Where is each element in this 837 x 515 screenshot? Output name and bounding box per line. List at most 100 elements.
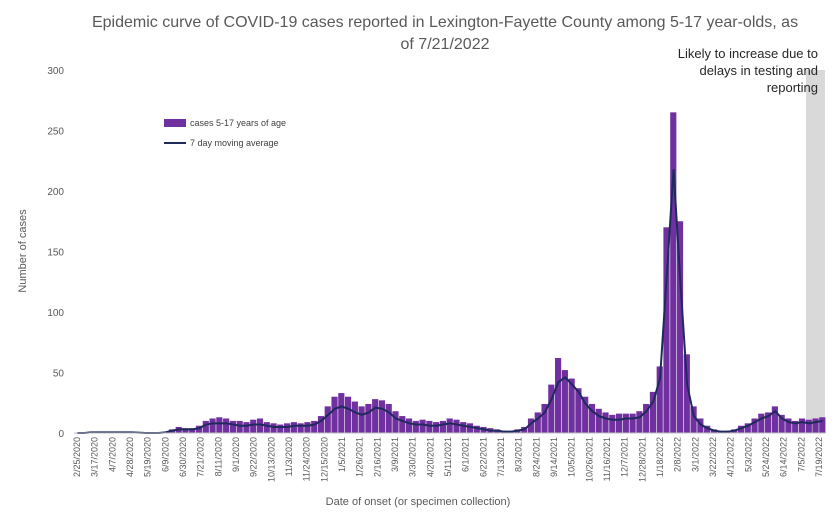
case-bar (622, 413, 629, 433)
case-bar (453, 419, 460, 433)
legend: cases 5-17 years of age 7 day moving ave… (164, 118, 286, 148)
x-tick-label: 11/24/2020 (302, 437, 312, 481)
case-bar (771, 406, 778, 433)
x-axis-title: Date of onset (or specimen collection) (326, 496, 511, 508)
annotation-line-2: delays in testing and (699, 63, 818, 78)
case-bar (812, 418, 819, 433)
case-bar (290, 422, 297, 433)
x-tick-label: 4/12/2022 (726, 437, 736, 477)
y-axis-ticks: 0 50 100 150 200 250 300 (47, 66, 64, 440)
case-bar (656, 366, 663, 433)
moving-average-line (77, 169, 823, 434)
case-bar (263, 422, 270, 433)
x-tick-label: 8/3/2021 (514, 437, 524, 472)
case-bar (412, 420, 419, 433)
case-bar (683, 354, 690, 433)
case-bar (649, 391, 657, 433)
chart-title-line1: Epidemic curve of COVID-19 cases reporte… (92, 14, 798, 31)
case-bar (690, 406, 697, 433)
case-bar (595, 408, 602, 433)
case-bar (419, 419, 426, 433)
case-bar (609, 414, 616, 433)
case-bar (297, 423, 304, 433)
chart-title-line2: of 7/21/2022 (401, 36, 490, 53)
case-bar (670, 112, 677, 433)
case-bar (575, 388, 582, 433)
x-tick-label: 7/21/2020 (196, 437, 206, 477)
x-tick-label: 7/13/2021 (496, 437, 506, 477)
x-tick-label: 5/11/2021 (443, 437, 453, 476)
case-bar (304, 422, 311, 433)
x-tick-label: 6/14/2022 (779, 437, 789, 477)
x-tick-label: 1/5/2021 (337, 437, 347, 472)
case-bar (358, 406, 365, 433)
case-bar (460, 422, 467, 433)
case-bar (582, 396, 589, 433)
x-tick-label: 3/9/2021 (390, 437, 400, 472)
case-bar (615, 413, 623, 433)
case-bar (819, 417, 826, 433)
y-tick-label: 200 (47, 187, 64, 198)
case-bar (439, 420, 447, 433)
x-tick-label: 9/1/2020 (231, 437, 241, 472)
x-tick-label: 4/7/2020 (107, 437, 117, 472)
x-tick-label: 6/9/2020 (160, 437, 170, 472)
y-tick-label: 150 (47, 248, 64, 259)
annotation-line-1: Likely to increase due to (678, 46, 818, 61)
x-tick-label: 5/24/2022 (761, 437, 771, 477)
x-tick-label: 11/3/2020 (284, 437, 294, 476)
case-bar (568, 378, 575, 433)
case-bar (785, 418, 792, 433)
case-bar (643, 403, 650, 433)
case-bar (317, 416, 325, 433)
y-tick-label: 100 (47, 308, 64, 319)
case-bar (602, 412, 609, 433)
case-bar (277, 424, 284, 433)
case-bar (324, 406, 331, 433)
case-bar (351, 401, 358, 433)
case-bar (744, 423, 751, 433)
y-tick-label: 50 (53, 369, 65, 380)
x-tick-label: 2/8/2022 (673, 437, 683, 472)
case-bar (466, 423, 474, 433)
annotation-note: Likely to increase due to delays in test… (678, 46, 818, 95)
x-axis-ticks: 2/25/2020 3/17/2020 4/7/2020 4/28/2020 5/19/… (72, 437, 824, 482)
case-bar (216, 417, 223, 433)
x-tick-label: 3/22/2022 (708, 437, 718, 477)
x-tick-label: 8/24/2021 (531, 437, 541, 477)
x-tick-label: 4/28/2020 (125, 437, 135, 477)
case-bar (195, 425, 203, 433)
case-bar (778, 414, 785, 433)
case-bar (792, 420, 799, 433)
case-bar (446, 418, 453, 433)
case-bar (209, 418, 216, 433)
x-tick-label: 7/19/2022 (814, 437, 824, 477)
y-axis-title: Number of cases (17, 209, 29, 293)
case-bar (636, 411, 643, 433)
case-bar (663, 227, 670, 433)
case-bar (737, 425, 745, 433)
x-tick-label: 3/1/2022 (690, 437, 700, 472)
case-bar (236, 420, 243, 433)
case-bar (798, 418, 806, 433)
x-tick-label: 10/13/2020 (266, 437, 276, 482)
case-bar (676, 221, 684, 433)
case-bar (629, 413, 636, 433)
case-bar (405, 418, 413, 433)
x-tick-label: 5/3/2022 (743, 437, 753, 472)
x-tick-label: 2/25/2020 (72, 437, 82, 477)
case-bar (250, 419, 257, 433)
case-bar (378, 400, 386, 433)
case-bar (338, 393, 345, 433)
y-tick-label: 0 (58, 429, 64, 440)
case-bar (392, 411, 399, 433)
case-bar (751, 418, 758, 433)
case-bar (588, 403, 596, 433)
x-tick-label: 6/30/2020 (178, 437, 188, 477)
x-tick-label: 3/17/2020 (90, 437, 100, 477)
x-tick-label: 3/30/2021 (408, 437, 418, 477)
case-bar (229, 420, 236, 433)
case-bar (311, 420, 318, 433)
case-bar (561, 370, 568, 433)
x-tick-label: 1/18/2022 (655, 437, 665, 477)
